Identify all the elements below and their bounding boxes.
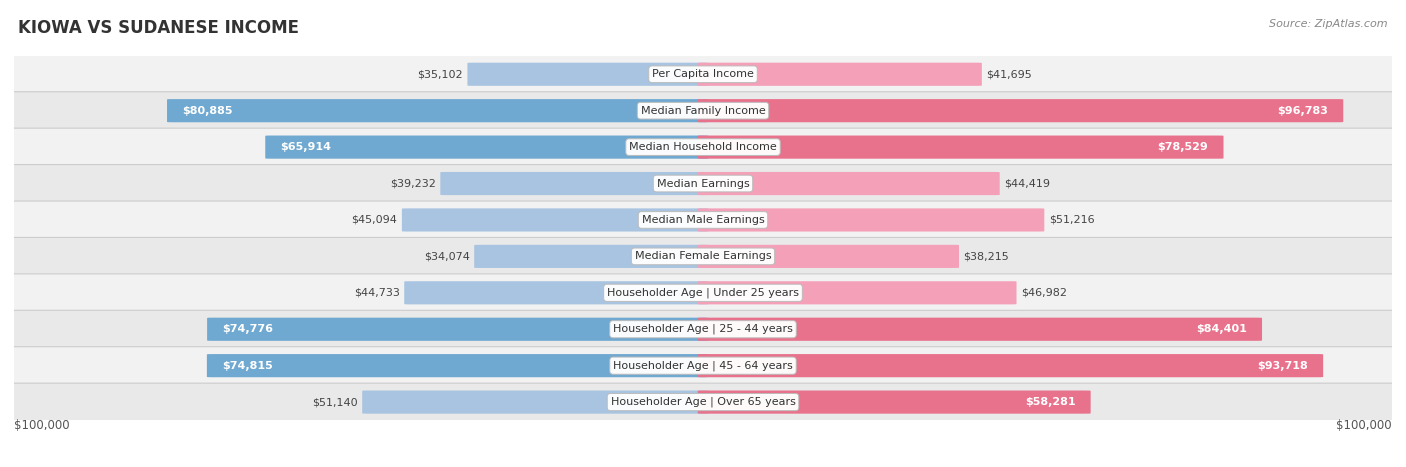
FancyBboxPatch shape	[1, 383, 1405, 421]
Text: $44,733: $44,733	[354, 288, 399, 298]
Text: $34,074: $34,074	[423, 251, 470, 262]
Text: Per Capita Income: Per Capita Income	[652, 69, 754, 79]
Text: Householder Age | Under 25 years: Householder Age | Under 25 years	[607, 288, 799, 298]
FancyBboxPatch shape	[697, 318, 1263, 341]
Text: Householder Age | 25 - 44 years: Householder Age | 25 - 44 years	[613, 324, 793, 334]
FancyBboxPatch shape	[697, 390, 1091, 414]
FancyBboxPatch shape	[1, 55, 1405, 93]
Text: Source: ZipAtlas.com: Source: ZipAtlas.com	[1270, 19, 1388, 28]
FancyBboxPatch shape	[167, 99, 709, 122]
FancyBboxPatch shape	[697, 63, 981, 86]
Text: Median Female Earnings: Median Female Earnings	[634, 251, 772, 262]
Text: $93,718: $93,718	[1257, 361, 1308, 371]
Text: $38,215: $38,215	[963, 251, 1010, 262]
FancyBboxPatch shape	[207, 318, 709, 341]
FancyBboxPatch shape	[474, 245, 709, 268]
Text: $65,914: $65,914	[280, 142, 332, 152]
Text: Median Family Income: Median Family Income	[641, 106, 765, 116]
FancyBboxPatch shape	[1, 237, 1405, 276]
FancyBboxPatch shape	[363, 390, 709, 414]
FancyBboxPatch shape	[1, 92, 1405, 130]
FancyBboxPatch shape	[697, 245, 959, 268]
FancyBboxPatch shape	[1, 164, 1405, 203]
FancyBboxPatch shape	[402, 208, 709, 232]
Text: KIOWA VS SUDANESE INCOME: KIOWA VS SUDANESE INCOME	[18, 19, 299, 37]
FancyBboxPatch shape	[1, 347, 1405, 385]
FancyBboxPatch shape	[207, 354, 709, 377]
FancyBboxPatch shape	[266, 135, 709, 159]
Text: $78,529: $78,529	[1157, 142, 1208, 152]
Text: $44,419: $44,419	[1004, 178, 1050, 189]
FancyBboxPatch shape	[697, 208, 1045, 232]
Text: $84,401: $84,401	[1197, 324, 1247, 334]
Text: $58,281: $58,281	[1025, 397, 1076, 407]
FancyBboxPatch shape	[440, 172, 709, 195]
Text: $100,000: $100,000	[14, 419, 70, 432]
Text: $51,216: $51,216	[1049, 215, 1094, 225]
FancyBboxPatch shape	[1, 274, 1405, 312]
Text: Median Male Earnings: Median Male Earnings	[641, 215, 765, 225]
FancyBboxPatch shape	[1, 310, 1405, 348]
Text: Householder Age | 45 - 64 years: Householder Age | 45 - 64 years	[613, 361, 793, 371]
Text: $96,783: $96,783	[1277, 106, 1329, 116]
Text: $46,982: $46,982	[1021, 288, 1067, 298]
Text: $35,102: $35,102	[418, 69, 463, 79]
FancyBboxPatch shape	[697, 135, 1223, 159]
Text: $74,815: $74,815	[222, 361, 273, 371]
FancyBboxPatch shape	[405, 281, 709, 304]
Text: $39,232: $39,232	[389, 178, 436, 189]
FancyBboxPatch shape	[1, 128, 1405, 166]
Text: Householder Age | Over 65 years: Householder Age | Over 65 years	[610, 397, 796, 407]
FancyBboxPatch shape	[1, 201, 1405, 239]
FancyBboxPatch shape	[697, 354, 1323, 377]
Text: $100,000: $100,000	[1336, 419, 1392, 432]
FancyBboxPatch shape	[697, 99, 1343, 122]
Text: Median Earnings: Median Earnings	[657, 178, 749, 189]
FancyBboxPatch shape	[697, 281, 1017, 304]
Text: $74,776: $74,776	[222, 324, 273, 334]
FancyBboxPatch shape	[697, 172, 1000, 195]
Text: Median Household Income: Median Household Income	[628, 142, 778, 152]
Text: $51,140: $51,140	[312, 397, 357, 407]
Text: $41,695: $41,695	[987, 69, 1032, 79]
Text: $80,885: $80,885	[183, 106, 232, 116]
FancyBboxPatch shape	[467, 63, 709, 86]
Text: $45,094: $45,094	[352, 215, 398, 225]
